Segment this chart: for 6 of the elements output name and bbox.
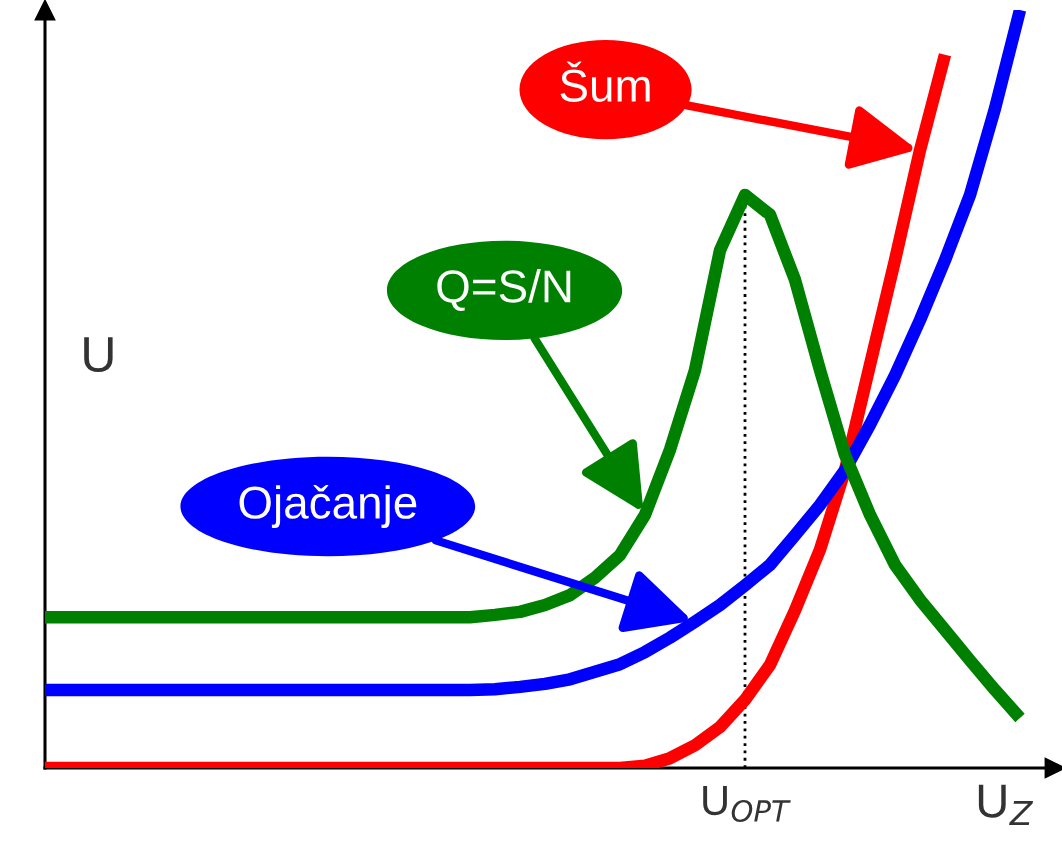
y-axis-title: U [84,337,113,373]
text: Šum [560,61,650,102]
text: Q=S/N [437,269,571,311]
text: U$_{OPT}$ [703,786,791,823]
text: Ojačanje [239,485,417,528]
x-axis-title: U$_{Z}$ [978,784,1034,826]
